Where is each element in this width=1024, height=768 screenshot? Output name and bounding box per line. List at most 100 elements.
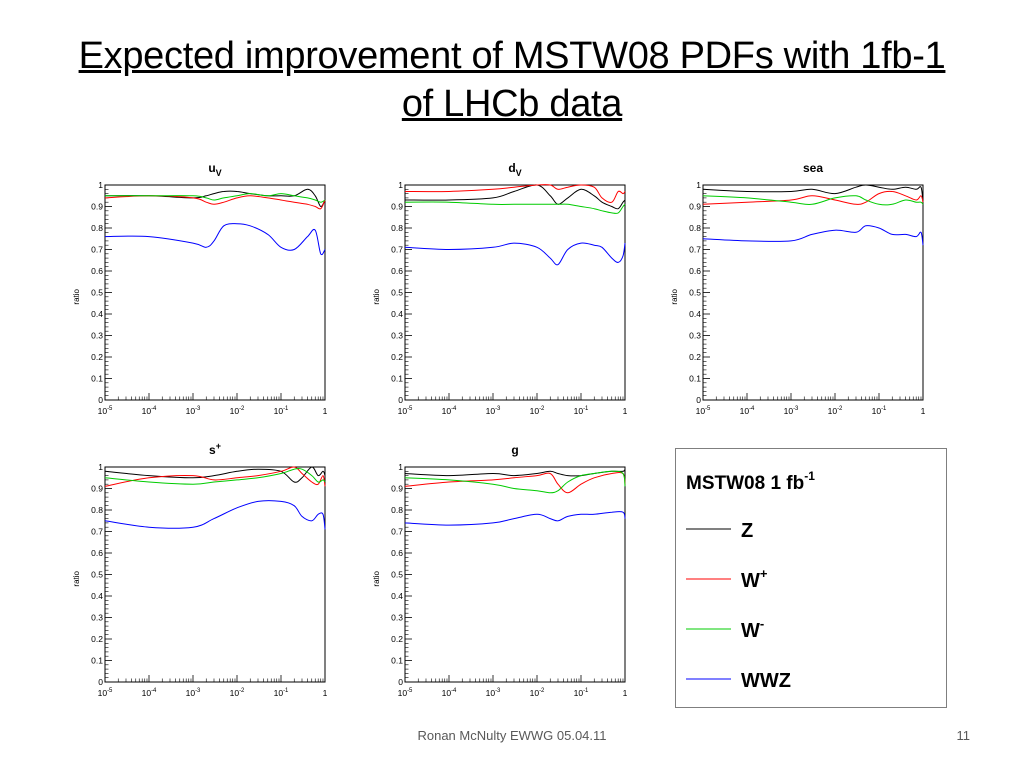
y-tick-label: 0.3 <box>391 331 403 341</box>
series-line-wwz <box>104 223 326 256</box>
y-axis-label: ratio <box>72 570 81 586</box>
chart-title-sup: + <box>216 441 221 451</box>
y-tick-label: 0.1 <box>689 374 701 384</box>
chart-title-main: g <box>511 443 518 457</box>
x-tick-label-exp: -3 <box>793 406 799 412</box>
x-tick-label: 10-2 <box>530 688 545 698</box>
x-tick-label-exp: -5 <box>107 406 113 412</box>
y-tick-label: 0.4 <box>689 309 701 319</box>
y-tick-label: 0.8 <box>391 505 403 515</box>
series-line-wminus <box>105 193 326 203</box>
y-tick-label: 0.7 <box>689 245 701 255</box>
y-tick-label: 0.4 <box>391 591 403 601</box>
x-tick-label: 10-4 <box>142 688 157 698</box>
series-line-z <box>404 184 626 210</box>
chart-title: dV <box>508 161 521 178</box>
legend-label-sup: + <box>760 566 768 581</box>
x-tick-label-base: 10 <box>142 688 152 698</box>
x-tick-label-base: 10 <box>696 406 706 416</box>
y-tick-label: 0.5 <box>91 288 103 298</box>
legend-label-wminus: W- <box>741 616 764 642</box>
x-tick-label-exp: -2 <box>539 406 545 412</box>
x-tick-label: 10-5 <box>398 688 413 698</box>
y-tick-label: 0.2 <box>391 634 403 644</box>
y-tick-label: 0.6 <box>391 266 403 276</box>
y-axis-label: ratio <box>72 288 81 304</box>
y-axis-label: ratio <box>372 288 381 304</box>
slide-number: 11 <box>956 728 971 743</box>
x-tick-label-exp: -1 <box>583 406 589 412</box>
chart-title-main: d <box>508 161 515 175</box>
chart-title-sub: V <box>516 168 522 178</box>
x-axis-label: x <box>840 418 844 420</box>
x-tick-label: 10-1 <box>574 406 589 416</box>
chart-title-sub: V <box>216 168 222 178</box>
x-tick-label: 10-5 <box>98 688 113 698</box>
y-tick-label: 0.7 <box>91 527 103 537</box>
chart-title: uV <box>208 161 221 178</box>
y-axis-label: ratio <box>372 570 381 586</box>
y-tick-label: 0.7 <box>391 245 403 255</box>
y-tick-label: 0.1 <box>91 656 103 666</box>
x-tick-label-exp: -5 <box>705 406 711 412</box>
slide-footer: Ronan McNulty EWWG 05.04.11 <box>417 728 607 743</box>
y-tick-label: 1 <box>98 180 103 190</box>
series-line-wwz <box>404 242 626 266</box>
x-tick-label-exp: -5 <box>407 688 413 694</box>
x-tick-label-exp: -5 <box>107 688 113 694</box>
x-tick-label-base: 10 <box>398 406 408 416</box>
series-line-wplus <box>104 195 326 210</box>
legend-title: MSTW08 1 fb-1 <box>686 469 815 494</box>
x-tick-label: 1 <box>623 406 628 416</box>
y-axis-label: ratio <box>670 288 679 304</box>
legend-label-main: W <box>741 570 760 592</box>
x-tick-label: 10-5 <box>98 406 113 416</box>
x-tick-label-base: 10 <box>828 406 838 416</box>
series-line-wwz <box>104 500 326 530</box>
y-tick-label: 0.3 <box>391 613 403 623</box>
series-line-wminus <box>702 195 924 206</box>
y-tick-label: 0.8 <box>91 505 103 515</box>
y-tick-label: 0.9 <box>91 202 103 212</box>
x-tick-label-exp: -4 <box>151 688 157 694</box>
chart-panel-dv: dV 0 0.1 0.2 0.3 0.4 0.5 0.6 0.7 0.8 0.9 1 10-5 10-4 1… <box>360 150 630 420</box>
x-tick-label-exp: -5 <box>407 406 413 412</box>
x-tick-label-base: 10 <box>142 406 152 416</box>
plot-frame <box>104 184 326 401</box>
x-tick-label: 10-3 <box>486 688 501 698</box>
y-tick-label: 0.2 <box>91 352 103 362</box>
x-tick-label-exp: -1 <box>283 406 289 412</box>
chart-title: sea <box>803 161 823 175</box>
series-line-wplus <box>404 184 626 203</box>
chart-panel-g: g 0 0.1 0.2 0.3 0.4 0.5 0.6 0.7 0.8 0.9 1 10-5 10-4 10… <box>360 432 630 702</box>
y-tick-label: 0.9 <box>91 484 103 494</box>
y-tick-label: 0.1 <box>391 656 403 666</box>
plot-frame <box>404 466 626 683</box>
x-tick-label-exp: -3 <box>195 688 201 694</box>
x-tick-label: 10-1 <box>274 406 289 416</box>
x-tick-label: 10-4 <box>740 406 755 416</box>
y-tick-label: 0.9 <box>391 484 403 494</box>
legend-label-wplus: W+ <box>741 566 768 592</box>
slide-title-line1: Expected improvement of MSTW08 PDFs with… <box>78 35 946 77</box>
x-tick-label-base: 10 <box>486 688 496 698</box>
x-tick-label-base: 10 <box>442 688 452 698</box>
legend-label-main: W <box>741 620 760 642</box>
legend-title-sup: -1 <box>804 469 815 483</box>
y-tick-label: 0.6 <box>91 266 103 276</box>
x-tick-label: 10-5 <box>696 406 711 416</box>
x-tick-label: 10-1 <box>574 688 589 698</box>
y-tick-label: 1 <box>398 462 403 472</box>
x-tick-label-base: 10 <box>98 406 108 416</box>
x-tick-label-base: 10 <box>872 406 882 416</box>
x-tick-label: 10-5 <box>398 406 413 416</box>
x-axis-label: x <box>242 700 246 702</box>
x-tick-label-exp: -4 <box>749 406 755 412</box>
x-tick-label: 1 <box>623 688 628 698</box>
y-tick-label: 0.5 <box>91 570 103 580</box>
chart-title: s+ <box>209 441 221 457</box>
x-tick-label-base: 10 <box>784 406 794 416</box>
